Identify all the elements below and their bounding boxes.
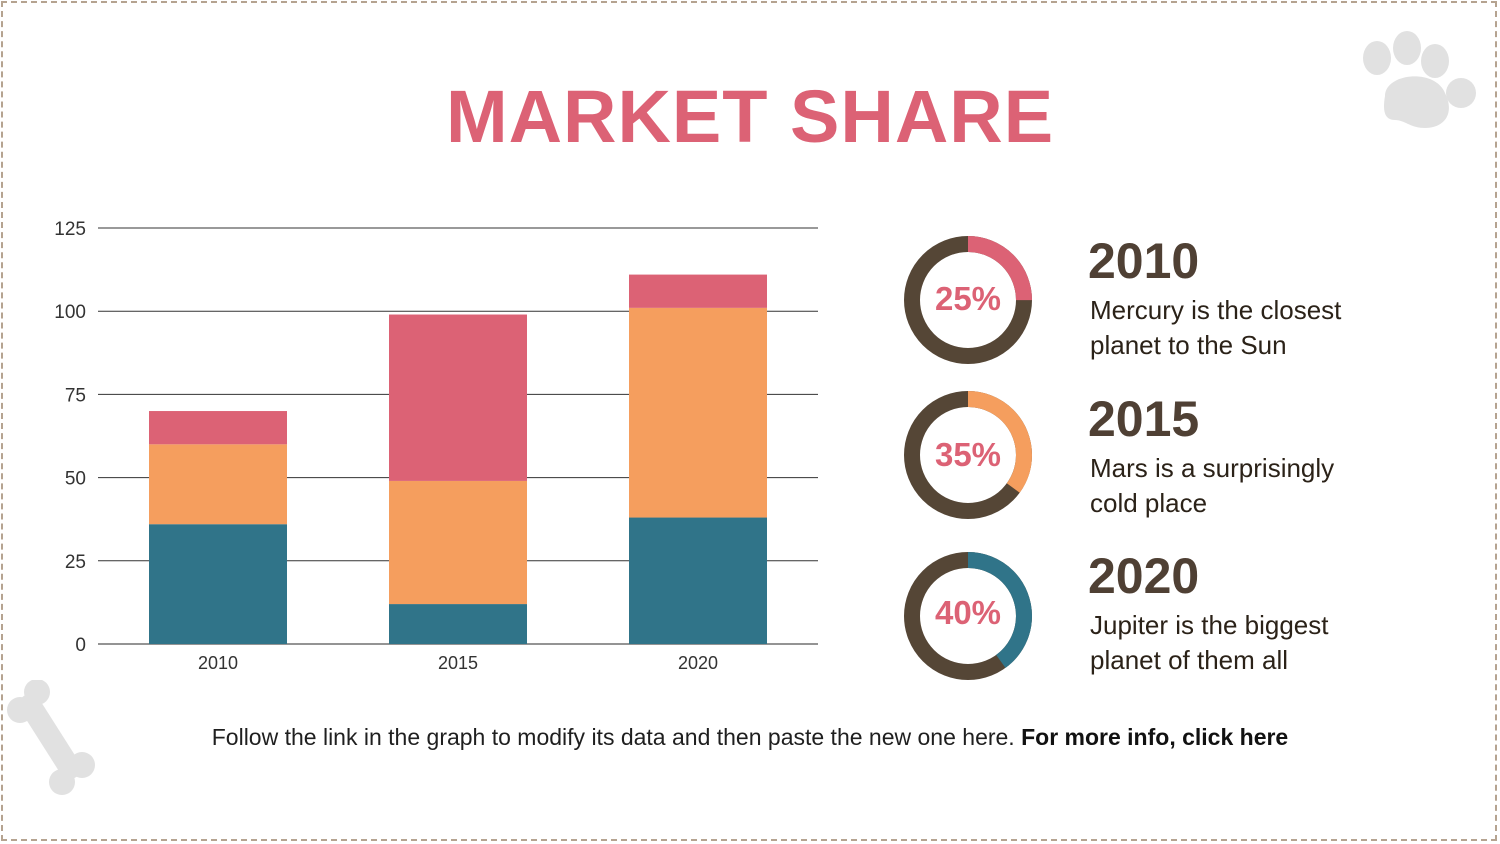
y-tick-label: 75 <box>65 385 86 406</box>
bar-segment <box>389 604 527 644</box>
x-tick-label: 2020 <box>678 653 718 673</box>
description-line: Mars is a surprisingly <box>1090 453 1335 483</box>
description-2020: Jupiter is the biggest planet of them al… <box>1090 608 1390 678</box>
bar-segment <box>389 480 527 605</box>
y-tick-label: 50 <box>65 469 86 490</box>
x-tick-label: 2010 <box>198 653 238 673</box>
description-line: Jupiter is the biggest <box>1090 610 1329 640</box>
stacked-bar-chart: 0 25 50 75 100 125 2010 2015 2020 <box>54 219 818 673</box>
more-info-link[interactable]: For more info, click here <box>1021 724 1289 750</box>
percent-label-2015: 35% <box>934 436 1002 473</box>
donut-arc-2020 <box>904 552 1032 680</box>
description-2015: Mars is a surprisingly cold place <box>1090 451 1390 521</box>
percent-label-2010: 25% <box>934 280 1002 317</box>
y-tick-label: 0 <box>75 635 86 656</box>
footer-text: Follow the link in the graph to modify i… <box>211 724 1015 750</box>
y-tick-label: 100 <box>54 302 86 323</box>
description-line: planet to the Sun <box>1090 330 1287 360</box>
x-tick-label: 2015 <box>438 653 478 673</box>
paw-print-icon <box>1363 31 1476 128</box>
bar-segment <box>629 307 767 518</box>
percent-label-2020: 40% <box>934 594 1002 631</box>
donut-2020 <box>904 552 1032 680</box>
bone-icon <box>7 680 95 795</box>
donut-2010 <box>904 236 1032 364</box>
bar-segment <box>629 274 767 308</box>
donut-arc-2015 <box>904 391 1032 519</box>
page-title: MARKET SHARE <box>445 75 1055 158</box>
year-heading-2015: 2015 <box>1088 391 1200 447</box>
bar-segment <box>149 524 287 644</box>
donut-arc-2010 <box>904 236 1032 364</box>
donut-2015 <box>904 391 1032 519</box>
description-line: planet of them all <box>1090 645 1289 675</box>
year-heading-2020: 2020 <box>1088 548 1200 604</box>
footer-note: Follow the link in the graph to modify i… <box>0 724 1500 751</box>
bar-segment <box>629 517 767 644</box>
description-line: cold place <box>1090 488 1208 518</box>
y-tick-label: 125 <box>54 219 86 240</box>
year-heading-2010: 2010 <box>1088 233 1200 289</box>
description-line: Mercury is the closest <box>1090 295 1342 325</box>
bar-segment <box>149 411 287 445</box>
bar-segment <box>389 314 527 481</box>
description-2010: Mercury is the closest planet to the Sun <box>1090 293 1390 363</box>
bar-segment <box>149 444 287 525</box>
y-tick-label: 25 <box>65 552 86 573</box>
